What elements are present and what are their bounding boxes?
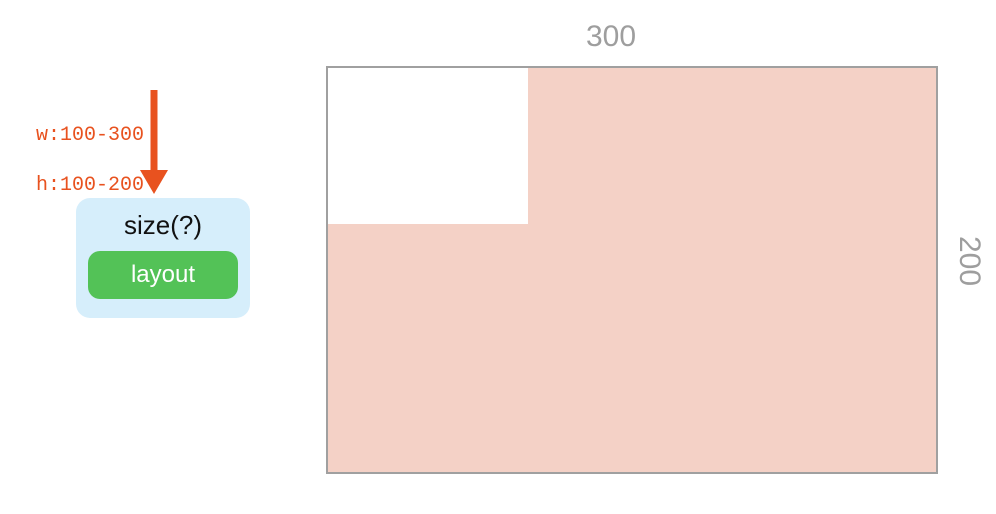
height-label: 200	[952, 236, 986, 286]
constraint-line-2: h:100-200	[36, 174, 144, 197]
constraint-label: w:100-300 h:100-200	[12, 98, 144, 198]
layout-pill: layout	[88, 251, 238, 299]
arrow-head	[140, 170, 168, 194]
constraint-line-1: w:100-300	[36, 124, 144, 147]
size-rect-cutout	[328, 68, 528, 224]
width-label: 300	[586, 20, 636, 54]
arrow-down-icon	[134, 90, 174, 205]
widget-card: size(?) layout	[76, 198, 250, 318]
widget-title: size(?)	[88, 210, 238, 241]
